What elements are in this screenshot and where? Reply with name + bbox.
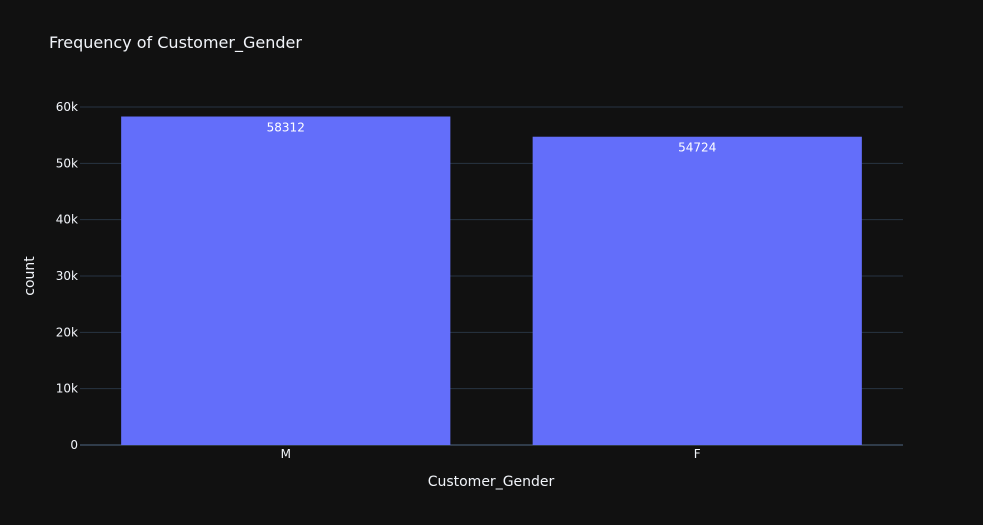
y-axis-title: count: [22, 256, 38, 296]
x-axis-title: Customer_Gender: [428, 474, 555, 490]
y-tick-label: 50k: [56, 156, 78, 170]
y-tick-label: 60k: [56, 100, 78, 114]
y-tick-label: 10k: [56, 382, 78, 396]
y-tick-label: 20k: [56, 325, 78, 339]
bar-value-label: 58312: [267, 121, 305, 135]
bar-m[interactable]: [121, 116, 451, 445]
chart-title: Frequency of Customer_Gender: [49, 33, 302, 52]
x-tick-label: F: [694, 447, 701, 461]
y-tick-label: 40k: [56, 213, 78, 227]
bar-value-label: 54724: [678, 141, 716, 155]
y-tick-label: 30k: [56, 269, 78, 283]
bar-f[interactable]: [532, 136, 862, 445]
y-tick-label: 0: [70, 438, 78, 452]
x-tick-label: M: [281, 447, 291, 461]
y-tick-labels: 0 10k 20k 30k 40k 50k 60k: [56, 100, 78, 452]
bars: 58312 54724: [121, 116, 862, 445]
